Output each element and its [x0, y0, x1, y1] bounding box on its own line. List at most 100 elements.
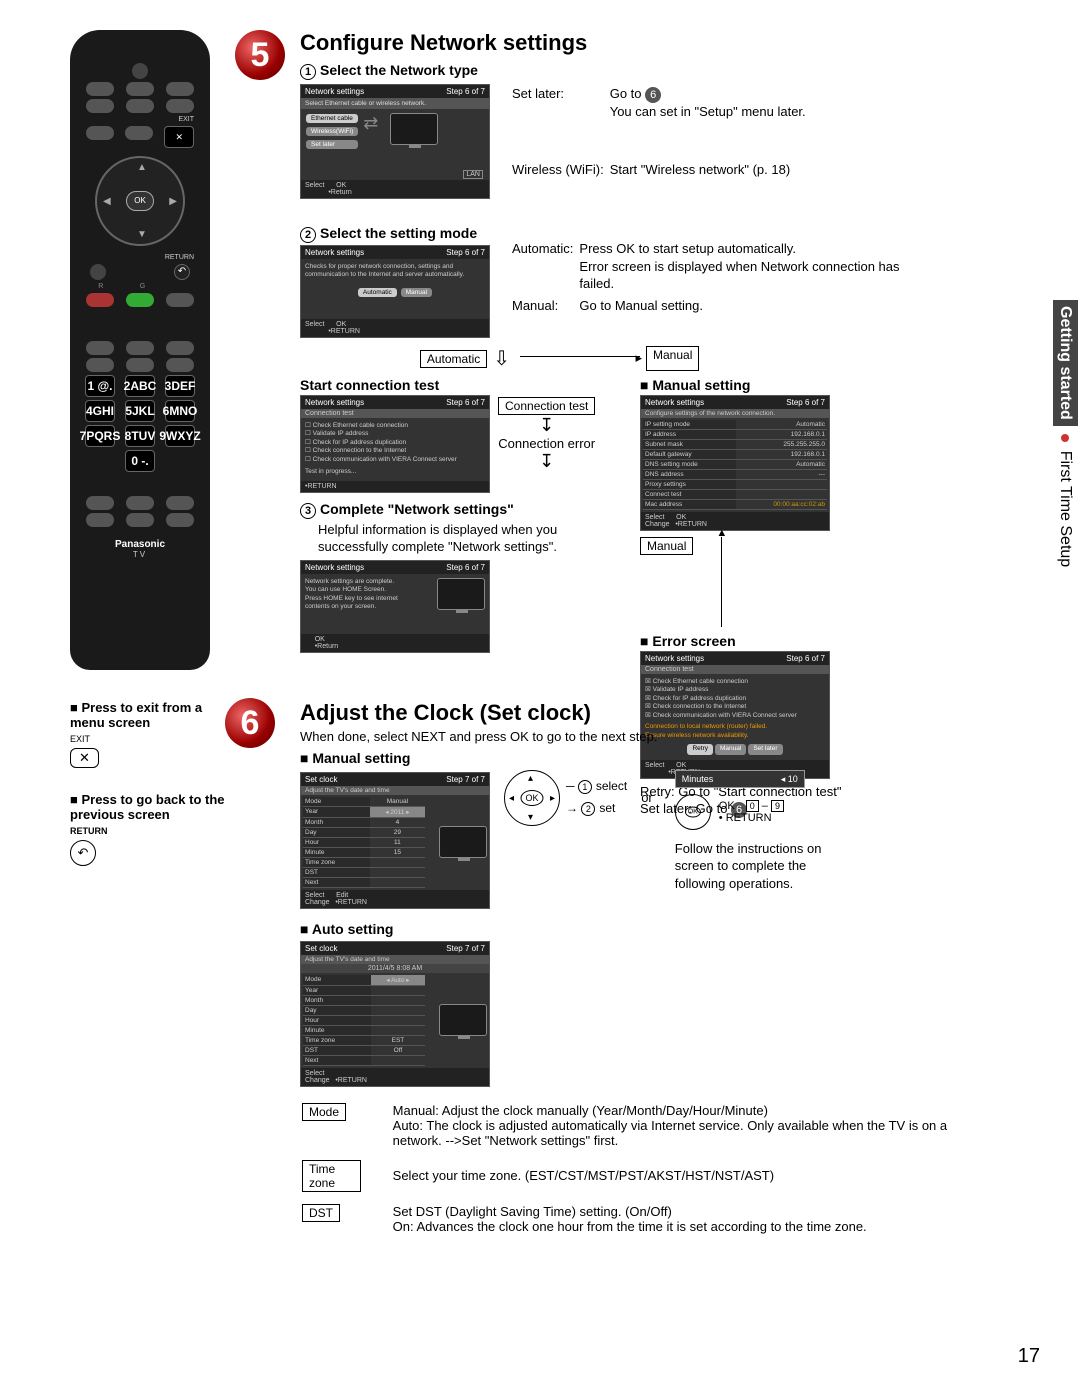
step5-title: Configure Network settings: [300, 30, 930, 56]
c-b1: Network settings are complete.: [305, 578, 421, 586]
tv-icon: [439, 1004, 487, 1036]
substep-3-label: Complete "Network settings": [320, 501, 514, 517]
ss-footer: Select OK •Return: [301, 180, 489, 198]
remote-red-btn: [86, 293, 114, 307]
connection-error-label: Connection error: [498, 436, 595, 451]
remote-key-4: 4GHI: [85, 400, 115, 422]
ss-footer: •RETURN: [301, 481, 489, 492]
follow-text: Follow the instructions on screen to com…: [675, 840, 855, 893]
tv-icon: [437, 578, 485, 610]
remote-btn: [166, 99, 194, 113]
as-sub: Adjust the TV's date and time: [301, 955, 489, 964]
remote-btn: [126, 513, 154, 527]
down-arrow-icon: ↧: [498, 451, 595, 472]
opt-setlater: Set later: [306, 140, 358, 149]
remote-brand: Panasonic: [80, 539, 200, 550]
connection-test-screenshot: Network settingsStep 6 of 7 Connection t…: [300, 395, 490, 493]
manual-text: Go to Manual setting.: [579, 296, 928, 316]
ss-title: Network settings: [645, 654, 704, 663]
return-button-icon: ↶: [70, 840, 96, 866]
ss-step: Step 6 of 7: [446, 87, 485, 96]
or-label: or: [641, 790, 653, 805]
ss-step: Step 6 of 7: [786, 654, 825, 663]
remote-btn: [126, 341, 154, 355]
remote-btn: [90, 264, 106, 280]
remote-btn: [166, 82, 194, 96]
remote-key-5: 5JKL: [125, 400, 155, 422]
start-test-heading: Start connection test: [300, 377, 620, 393]
e-l1: Check Ethernet cable connection: [653, 678, 748, 685]
tab-dot-icon: [1061, 434, 1069, 442]
remote-key-7: 7PQRS: [85, 425, 115, 447]
err-sub: Connection test: [641, 665, 829, 674]
down-arrow-icon: ▼: [137, 229, 147, 240]
manual-setting-table: IP setting modeAutomatic IP address192.1…: [643, 420, 827, 510]
circ1: 1: [578, 780, 592, 794]
remote-btn: [166, 341, 194, 355]
remote-btn: [126, 82, 154, 96]
remote-key-3: 3DEF: [165, 375, 195, 397]
timezone-text: Select your time zone. (EST/CST/MST/PST/…: [393, 1160, 948, 1202]
circ2: 2: [581, 802, 595, 816]
remote-key-8: 8TUV: [125, 425, 155, 447]
ss-sub: Checks for proper network connection, se…: [305, 263, 485, 279]
remote-exit-label: EXIT: [80, 116, 200, 123]
exit-button-icon: ✕: [70, 748, 99, 768]
c-b3: Press HOME key to see internet contents …: [305, 595, 421, 612]
ss-title: Network settings: [645, 398, 704, 407]
auto-label: Automatic:: [512, 239, 577, 294]
ss-step: Step 6 of 7: [446, 398, 485, 407]
down-arrow-icon: ⇩: [493, 346, 510, 371]
ct-l2: Validate IP address: [313, 430, 369, 437]
clock-manual-table: ModeManual Year◂ 2011 ▸ Month4 Day29 Hou…: [303, 797, 425, 888]
page-number: 17: [1018, 1345, 1040, 1368]
ss-title: Network settings: [305, 563, 364, 572]
as-date: 2011/4/5 8:08 AM: [301, 964, 489, 973]
exit-note-title: Press to exit from a menu screen: [70, 700, 230, 730]
ms-sub: Configure settings of the network connec…: [641, 409, 829, 418]
step6-block: Adjust the Clock (Set clock) When done, …: [300, 700, 950, 1246]
ss-step: Step 6 of 7: [786, 398, 825, 407]
up-arrow-icon: ▲: [137, 162, 147, 173]
tv-icon: [390, 113, 438, 145]
wireless-label: Wireless (WiFi):: [512, 160, 608, 199]
left-arrow-icon: ◂: [509, 793, 514, 804]
mode-label: Mode: [302, 1103, 346, 1121]
clock-auto-table: Mode◂ Auto ▸ Year Month Day Hour Minute …: [303, 975, 425, 1066]
ss-subtitle: Select Ethernet cable or wireless networ…: [301, 98, 489, 109]
up-arrow-icon: ▴: [528, 773, 533, 784]
ss-footer: Select Edit Change •RETURN: [301, 890, 489, 908]
set-later-text2: You can set in "Setup" menu later.: [610, 104, 806, 119]
minutes-label: Minutes: [682, 774, 714, 784]
remote-key-9: 9WXYZ: [165, 425, 195, 447]
step6-sub: When done, select NEXT and press OK to g…: [300, 728, 950, 746]
connection-test-label: Connection test: [498, 397, 595, 415]
setting-mode-screenshot: Network settingsStep 6 of 7 Checks for p…: [300, 245, 490, 338]
step6-ref-icon: 6: [645, 87, 661, 103]
ct-l5: Check communication with VIERA Connect s…: [313, 456, 457, 463]
clock-manual-screenshot: Set clockStep 7 of 7 Adjust the TV's dat…: [300, 772, 490, 909]
set-later-text: Go to: [610, 86, 645, 101]
dst-label: DST: [302, 1204, 340, 1222]
ct-title: Connection test: [301, 409, 489, 418]
manual-label: Manual:: [512, 296, 577, 316]
step-5-badge: 5: [235, 30, 285, 80]
ss-title: Set clock: [305, 775, 337, 784]
complete-text: Helpful information is displayed when yo…: [318, 521, 620, 556]
remote-power-icon: [132, 63, 148, 79]
manual-label-2: Manual: [640, 537, 693, 555]
substep-2-num: 2: [300, 227, 316, 243]
dpad-icon: ▴ ▾ ◂ ▸ OK: [504, 770, 560, 826]
ok-icon: OK: [685, 806, 701, 817]
remote-btn: [166, 513, 194, 527]
tab-first-time-setup: First Time Setup: [1057, 451, 1074, 567]
ss-footer: Select Change •RETURN: [301, 1068, 489, 1086]
ok-icon: OK: [520, 790, 543, 806]
remote-return-label: RETURN: [80, 254, 200, 261]
range-0: 0: [746, 800, 759, 812]
ss-title: Set clock: [305, 944, 337, 953]
ct-progress: Test in progress...: [305, 468, 485, 476]
down-arrow-icon: ↧: [498, 415, 595, 436]
remote-return-btn: ↶: [174, 264, 190, 280]
return-small-label: RETURN: [70, 826, 230, 836]
